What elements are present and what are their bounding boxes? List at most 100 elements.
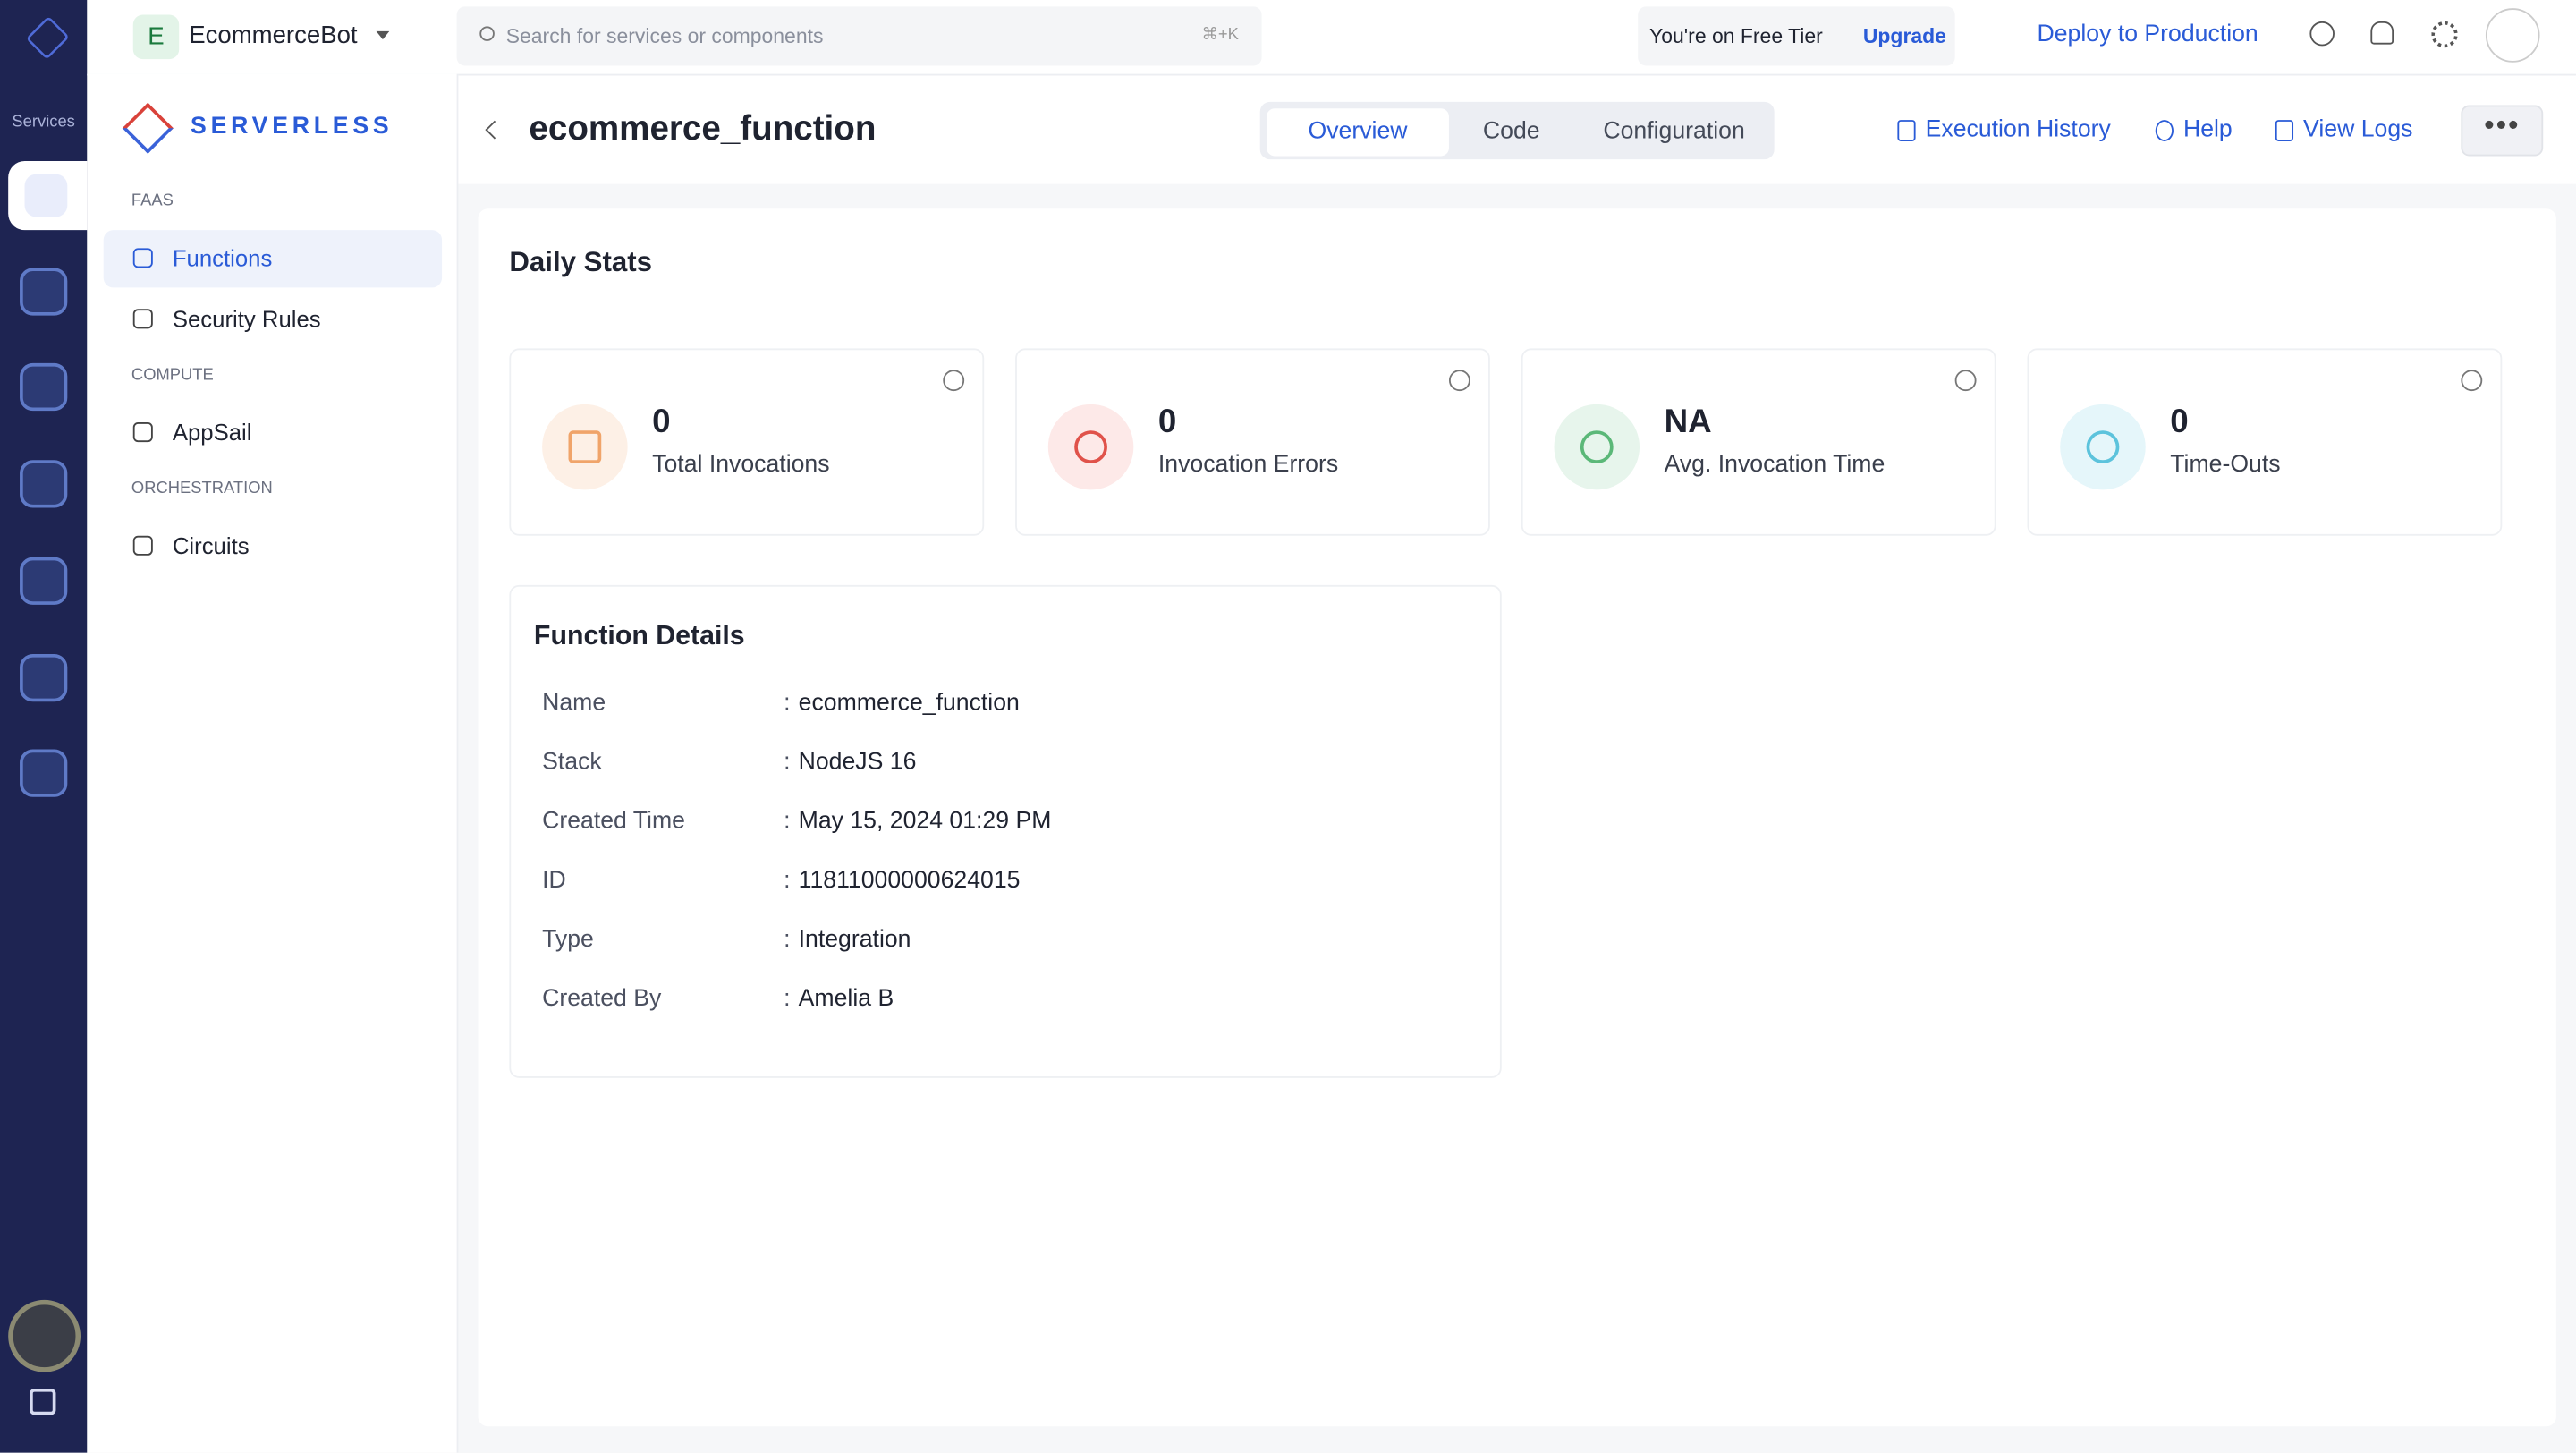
- tier-text: You're on Free Tier: [1649, 24, 1823, 48]
- nav-item[interactable]: Circuits: [172, 532, 250, 559]
- info-icon[interactable]: [1448, 370, 1470, 392]
- section-heading: FAAS: [131, 191, 174, 211]
- detail-label: Stack: [542, 749, 602, 776]
- nav-item[interactable]: Security Rules: [172, 305, 321, 333]
- detail-label: ID: [542, 867, 566, 895]
- rail-label: Services: [12, 113, 75, 132]
- tab-bar: Overview Code Configuration: [1259, 101, 1775, 160]
- stat-value: 0: [1157, 404, 1177, 441]
- detail-value: Amelia B: [798, 986, 894, 1013]
- notification-icon[interactable]: [2370, 21, 2394, 45]
- stat-icon: [1554, 404, 1640, 490]
- detail-separator: :: [784, 808, 791, 836]
- apps-button[interactable]: [30, 1389, 56, 1415]
- logo: [25, 15, 70, 60]
- service-icon[interactable]: [20, 557, 68, 605]
- service-icon[interactable]: [20, 268, 68, 316]
- header-action[interactable]: View Logs: [2303, 116, 2413, 143]
- upgrade-link[interactable]: Upgrade: [1862, 24, 1946, 48]
- stat-value: 0: [652, 404, 671, 441]
- service-icon[interactable]: [20, 654, 68, 702]
- search-box[interactable]: Search for services or components ⌘+K: [456, 6, 1262, 66]
- details-card: Function Details Name: ecommerce_function…: [509, 584, 1502, 1078]
- detail-label: Created Time: [542, 808, 685, 836]
- service-icon[interactable]: [20, 749, 68, 797]
- brand-name: SERVERLESS: [191, 113, 394, 140]
- page-header: ecommerce_function Overview Code Configura…: [458, 75, 2576, 184]
- nav-item[interactable]: AppSail: [172, 419, 252, 446]
- action-icon: [2275, 120, 2294, 141]
- deploy-button[interactable]: Deploy to Production: [2037, 21, 2258, 48]
- stat-card: 0 Invocation Errors: [1015, 348, 1490, 536]
- stat-value: 0: [2170, 404, 2189, 441]
- back-button[interactable]: [485, 120, 504, 140]
- info-icon[interactable]: [2461, 370, 2483, 392]
- avatar[interactable]: [2485, 8, 2540, 63]
- nav-item[interactable]: Functions: [103, 230, 443, 288]
- detail-value: May 15, 2024 01:29 PM: [798, 808, 1052, 836]
- brand-logo: [122, 102, 174, 154]
- stat-value: NA: [1664, 404, 1712, 441]
- detail-value: 11811000000624015: [798, 867, 1021, 895]
- content-panel: Daily Stats Function Details Name: ecomme…: [478, 208, 2556, 1427]
- stat-label: Invocation Errors: [1157, 452, 1339, 479]
- detail-separator: :: [784, 926, 791, 954]
- detail-separator: :: [784, 867, 791, 895]
- detail-label: Type: [542, 926, 594, 954]
- stat-card: NA Avg. Invocation Time: [1521, 348, 1996, 536]
- project-initial: E: [132, 14, 180, 60]
- detail-separator: :: [784, 986, 791, 1013]
- action-icon: [1897, 120, 1916, 141]
- stat-icon: [542, 404, 628, 490]
- search-placeholder: Search for services or components: [505, 24, 824, 48]
- section-heading: ORCHESTRATION: [131, 480, 273, 498]
- assistant-button[interactable]: [8, 1299, 80, 1372]
- detail-label: Created By: [542, 986, 662, 1013]
- action-icon: [2155, 120, 2174, 141]
- dropdown-caret[interactable]: [376, 30, 390, 47]
- header-action[interactable]: Help: [2182, 116, 2233, 143]
- service-rail: Services: [0, 0, 88, 1453]
- nav-icon: [132, 535, 153, 556]
- service-icon[interactable]: [20, 460, 68, 508]
- nav-icon: [132, 309, 153, 329]
- header-action[interactable]: Execution History: [1925, 116, 2111, 143]
- nav-icon: [132, 422, 153, 443]
- stat-card: 0 Total Invocations: [509, 348, 985, 536]
- search-shortcut: ⌘+K: [1201, 26, 1239, 45]
- info-icon[interactable]: [1954, 370, 1977, 392]
- search-icon: [479, 26, 495, 41]
- info-icon[interactable]: [943, 370, 965, 392]
- settings-icon[interactable]: [2431, 21, 2458, 48]
- tab[interactable]: Configuration: [1603, 118, 1745, 145]
- stat-card: 0 Time-Outs: [2027, 348, 2503, 536]
- help-icon[interactable]: [2309, 21, 2334, 47]
- details-title: Function Details: [533, 621, 745, 651]
- detail-value: ecommerce_function: [798, 690, 1020, 717]
- stat-icon: [2060, 404, 2146, 490]
- stat-label: Total Invocations: [652, 452, 830, 479]
- service-icon[interactable]: [20, 362, 68, 412]
- section-heading: COMPUTE: [131, 366, 214, 385]
- detail-label: Name: [542, 690, 606, 717]
- tab[interactable]: Code: [1482, 118, 1540, 145]
- detail-value: Integration: [798, 926, 911, 954]
- top-bar: E EcommerceBot Search for services or co…: [87, 0, 2576, 76]
- stat-label: Avg. Invocation Time: [1664, 452, 1885, 479]
- project-name[interactable]: EcommerceBot: [189, 21, 358, 50]
- section-title: Daily Stats: [509, 246, 653, 278]
- detail-separator: :: [784, 749, 791, 776]
- more-button[interactable]: •••: [2461, 105, 2544, 157]
- sidebar: SERVERLESS FAAS Functions Security Rules CO…: [87, 73, 459, 1453]
- detail-separator: :: [784, 690, 791, 717]
- active-service[interactable]: [8, 160, 88, 231]
- stat-label: Time-Outs: [2170, 452, 2281, 479]
- tab[interactable]: Overview: [1267, 108, 1449, 157]
- stat-icon: [1047, 404, 1134, 490]
- function-title: ecommerce_function: [529, 110, 877, 149]
- nav-icon: [132, 248, 153, 268]
- detail-value: NodeJS 16: [798, 749, 917, 776]
- tier-box: You're on Free Tier Upgrade: [1638, 6, 1955, 66]
